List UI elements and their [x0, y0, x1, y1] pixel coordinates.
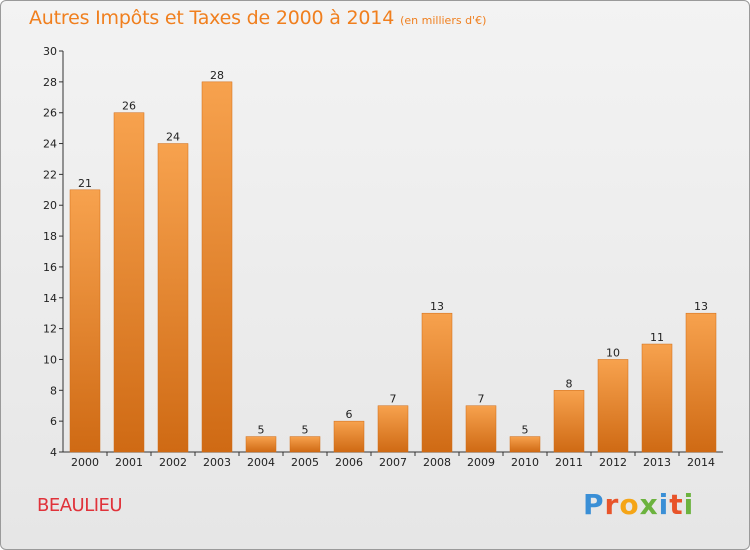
data-label: 7	[390, 393, 397, 406]
x-tick-label: 2002	[159, 456, 187, 469]
data-label: 26	[122, 100, 136, 113]
y-tick-label: 10	[43, 353, 57, 366]
y-tick-label: 28	[43, 76, 57, 89]
chart-title-text: Autres Impôts et Taxes de 2000 à 2014	[29, 7, 395, 29]
y-tick-label: 20	[43, 199, 57, 212]
logo-letter: r	[604, 488, 620, 521]
y-tick-label: 26	[43, 107, 57, 120]
bar	[421, 312, 453, 453]
bars	[69, 81, 717, 453]
y-tick-label: 30	[43, 45, 57, 58]
y-tick-label: 12	[43, 323, 57, 336]
y-tick-label: 4	[50, 446, 57, 459]
logo-letter: P	[583, 488, 605, 521]
bar	[245, 436, 277, 453]
x-tick-label: 2014	[687, 456, 715, 469]
y-tick-label: 24	[43, 138, 57, 151]
bar	[509, 436, 541, 453]
proxiti-logo[interactable]: Proxiti	[583, 488, 694, 521]
x-tick-label: 2010	[511, 456, 539, 469]
bar	[333, 420, 365, 453]
logo-letter: i	[683, 488, 695, 521]
data-label: 13	[694, 300, 708, 313]
x-tick-label: 2011	[555, 456, 583, 469]
x-tick-label: 2003	[203, 456, 231, 469]
data-label: 5	[258, 424, 265, 437]
bar	[597, 359, 629, 453]
bar	[641, 343, 673, 453]
logo-letter: o	[619, 488, 640, 521]
bar	[465, 405, 497, 453]
y-tick-label: 16	[43, 261, 57, 274]
y-tick-label: 22	[43, 168, 57, 181]
x-tick-label: 2001	[115, 456, 143, 469]
data-label: 7	[478, 393, 485, 406]
x-tick-label: 2006	[335, 456, 363, 469]
x-tick-label: 2000	[71, 456, 99, 469]
y-tick-label: 8	[50, 384, 57, 397]
data-label: 11	[650, 331, 664, 344]
data-label: 28	[210, 69, 224, 82]
y-tick-label: 6	[50, 415, 57, 428]
logo-letter: i	[658, 488, 670, 521]
bar	[377, 405, 409, 453]
x-tick-label: 2004	[247, 456, 275, 469]
data-label: 24	[166, 131, 180, 144]
x-tick-label: 2005	[291, 456, 319, 469]
bar	[553, 390, 585, 453]
bar	[113, 112, 145, 453]
data-label: 8	[566, 377, 573, 390]
bar	[69, 189, 101, 453]
chart-title: Autres Impôts et Taxes de 2000 à 2014 (en…	[29, 7, 486, 29]
bar	[685, 312, 717, 453]
data-labels: 21 26 24 28 5 5 6 7 13 7 5 8 10 11 13	[78, 69, 708, 437]
y-tick-label: 14	[43, 292, 57, 305]
data-label: 5	[522, 424, 529, 437]
x-tick-label: 2008	[423, 456, 451, 469]
x-tick-label: 2009	[467, 456, 495, 469]
logo-letter: x	[639, 488, 659, 521]
x-tick-label: 2013	[643, 456, 671, 469]
chart-subtitle: (en milliers d'€)	[400, 14, 487, 27]
data-label: 6	[346, 408, 353, 421]
bar	[201, 81, 233, 453]
data-label: 5	[302, 424, 309, 437]
x-tick-label: 2012	[599, 456, 627, 469]
x-tick-label: 2007	[379, 456, 407, 469]
commune-name: BEAULIEU	[37, 495, 123, 516]
bar	[157, 143, 189, 453]
data-label: 13	[430, 300, 444, 313]
logo-letter: t	[669, 488, 684, 521]
bar	[289, 436, 321, 453]
data-label: 21	[78, 177, 92, 190]
y-tick-label: 18	[43, 230, 57, 243]
data-label: 10	[606, 346, 620, 359]
